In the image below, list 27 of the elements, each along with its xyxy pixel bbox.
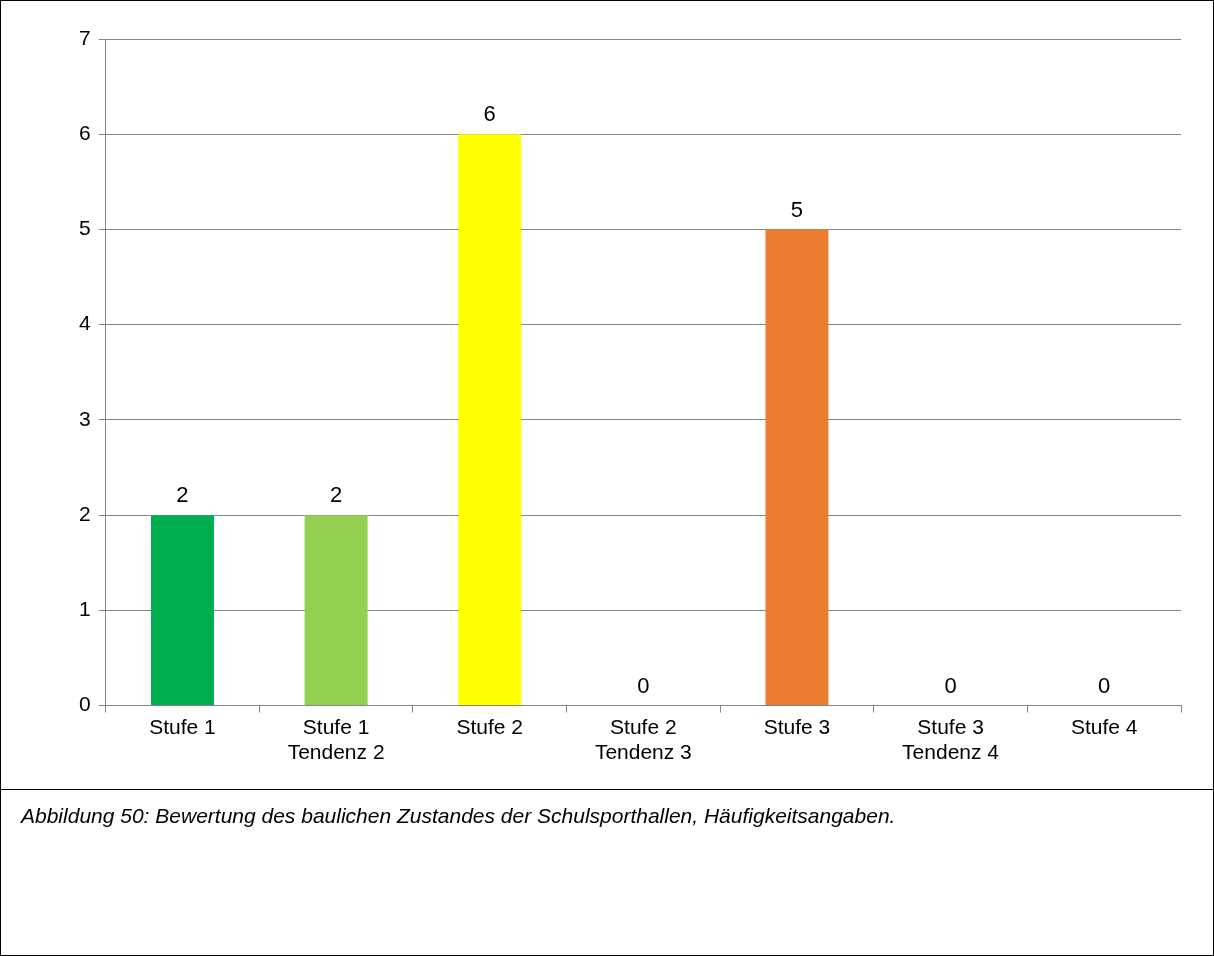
- y-tick-label: 2: [78, 501, 91, 525]
- data-label: 0: [944, 672, 957, 698]
- y-tick-label: 4: [78, 311, 91, 335]
- bar: [458, 134, 522, 706]
- y-tick-label: 1: [78, 597, 91, 621]
- y-tick-label: 5: [78, 216, 91, 240]
- x-tick-label: Stufe 2: [456, 715, 523, 738]
- data-label: 2: [176, 482, 189, 508]
- bar: [304, 515, 368, 706]
- y-tick-label: 7: [78, 25, 91, 49]
- data-label: 5: [790, 196, 804, 222]
- y-tick-label: 0: [78, 692, 91, 716]
- data-label: 0: [637, 672, 650, 698]
- data-label: 0: [1098, 672, 1111, 698]
- x-tick-label: Stufe 1: [149, 715, 216, 738]
- data-label: 6: [483, 101, 496, 127]
- x-tick-label: Stufe 4: [1070, 715, 1138, 738]
- x-tick-label: Stufe 3: [763, 715, 831, 738]
- y-tick-label: 3: [78, 406, 91, 430]
- x-tick-label: Stufe 3 Tendenz 4: [902, 715, 1000, 764]
- x-tick-label: Stufe 1 Tendenz 2: [287, 715, 385, 764]
- bar: [151, 515, 214, 706]
- bar: [765, 229, 829, 706]
- x-tick-label: Stufe 2 Tendenz 3: [594, 715, 692, 764]
- data-label: 2: [329, 482, 343, 508]
- text: Abbildung 50: Bewertung des baulichen Zustandes der Schulsporthallen, Häufigkeitsangaben.: [21, 804, 897, 828]
- y-tick-label: 6: [78, 121, 91, 145]
